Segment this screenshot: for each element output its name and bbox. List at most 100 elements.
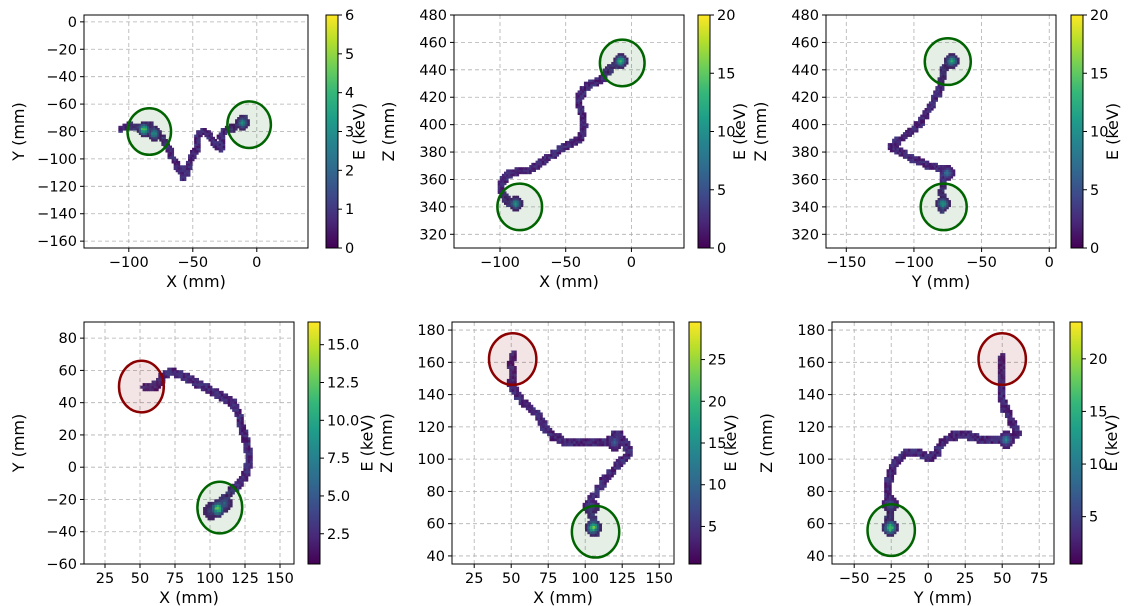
track-pixel: [238, 481, 242, 485]
track-pixel: [203, 512, 206, 516]
track-pixel: [619, 55, 623, 58]
track-pixel: [581, 134, 585, 137]
track-pixel: [151, 388, 155, 392]
track-pixel: [888, 489, 892, 493]
track-pixel: [191, 383, 195, 387]
track-pixel: [993, 440, 996, 444]
track-pixel: [581, 108, 585, 111]
track-pixel: [893, 526, 897, 530]
track-pixel: [247, 439, 251, 443]
track-pixel: [163, 138, 166, 142]
track-pixel: [935, 169, 938, 172]
track-pixel: [898, 147, 902, 151]
track-pixel: [1007, 412, 1011, 416]
track-pixel: [155, 136, 158, 140]
track-pixel: [983, 435, 987, 439]
track-pixel: [204, 130, 207, 133]
track-pixel: [198, 132, 201, 135]
track-pixel: [207, 388, 211, 392]
track-pixel: [922, 121, 925, 124]
track-pixel: [902, 134, 906, 137]
track-pixel: [608, 471, 612, 475]
track-pixel: [216, 512, 220, 516]
track-pixel: [247, 450, 251, 454]
track-pixel: [229, 403, 233, 407]
track-pixel: [950, 169, 954, 172]
track-pixel: [587, 500, 591, 504]
track-pixel: [922, 160, 925, 164]
track-pixel: [214, 147, 218, 151]
track-pixel: [893, 531, 897, 535]
track-pixel: [171, 147, 175, 151]
track-pixel: [1000, 438, 1003, 442]
track-pixel: [903, 448, 906, 452]
track-pixel: [884, 515, 887, 519]
y-tick-label: −80: [46, 125, 77, 141]
track-pixel: [163, 136, 166, 140]
x-tick-label: 75: [166, 571, 184, 587]
track-pixel: [541, 160, 545, 164]
track-pixel: [1012, 425, 1015, 429]
track-pixel: [535, 409, 539, 413]
track-pixel: [1000, 371, 1003, 375]
track-pixel: [169, 149, 173, 153]
track-pixel: [543, 158, 547, 162]
track-pixel: [589, 528, 593, 532]
track-pixel: [250, 465, 253, 469]
track-pixel: [952, 55, 956, 58]
track-pixel: [228, 128, 232, 131]
track-pixel: [178, 375, 182, 379]
track-pixel: [629, 448, 633, 452]
track-pixel: [153, 388, 157, 392]
track-pixel: [243, 465, 247, 469]
track-pixel: [245, 121, 248, 125]
colorbar-tick-label: 15: [708, 436, 726, 452]
track-pixel: [551, 433, 555, 437]
track-pixel: [909, 156, 912, 159]
track-pixel: [241, 439, 244, 443]
track-pixel: [924, 456, 928, 460]
track-pixel: [235, 123, 238, 127]
y-tick-label: 40: [807, 549, 825, 565]
track-pixel: [594, 510, 598, 514]
track-pixel: [896, 458, 899, 462]
track-pixel: [950, 438, 954, 442]
track-pixel: [596, 523, 600, 527]
track-pixel: [518, 394, 522, 398]
track-pixel: [924, 167, 928, 170]
track-pixel: [596, 507, 600, 511]
track-pixel: [187, 165, 191, 168]
track-pixel: [926, 103, 930, 107]
y-axis-label: Y (mm): [9, 414, 28, 474]
track-pixel: [1000, 443, 1003, 447]
track-pixel: [222, 134, 226, 138]
y-tick-label: 320: [791, 227, 819, 243]
track-pixel: [909, 154, 912, 157]
track-pixel: [913, 156, 917, 159]
track-pixel: [596, 484, 600, 488]
track-pixel: [581, 112, 585, 115]
track-pixel: [943, 435, 947, 439]
track-pixel: [583, 83, 587, 87]
track-pixel: [203, 383, 206, 387]
track-pixel: [218, 499, 222, 503]
track-pixel: [952, 430, 956, 434]
track-pixel: [130, 123, 134, 127]
track-pixel: [945, 435, 949, 439]
track-pixel: [212, 390, 215, 394]
track-pixel: [552, 149, 555, 153]
track-pixel: [210, 132, 213, 135]
track-pixel: [894, 145, 897, 148]
track-pixel: [245, 434, 249, 438]
track-pixel: [537, 167, 541, 170]
track-pixel: [245, 442, 249, 446]
track-pixel: [231, 128, 234, 131]
track-pixel: [577, 108, 581, 111]
colorbar-tick-label: 15.0: [327, 338, 359, 354]
track-pixel: [931, 94, 934, 98]
track-pixel: [214, 509, 217, 513]
track-pixel: [912, 453, 916, 457]
x-tick-label: −25: [876, 571, 907, 587]
track-pixel: [570, 438, 574, 442]
